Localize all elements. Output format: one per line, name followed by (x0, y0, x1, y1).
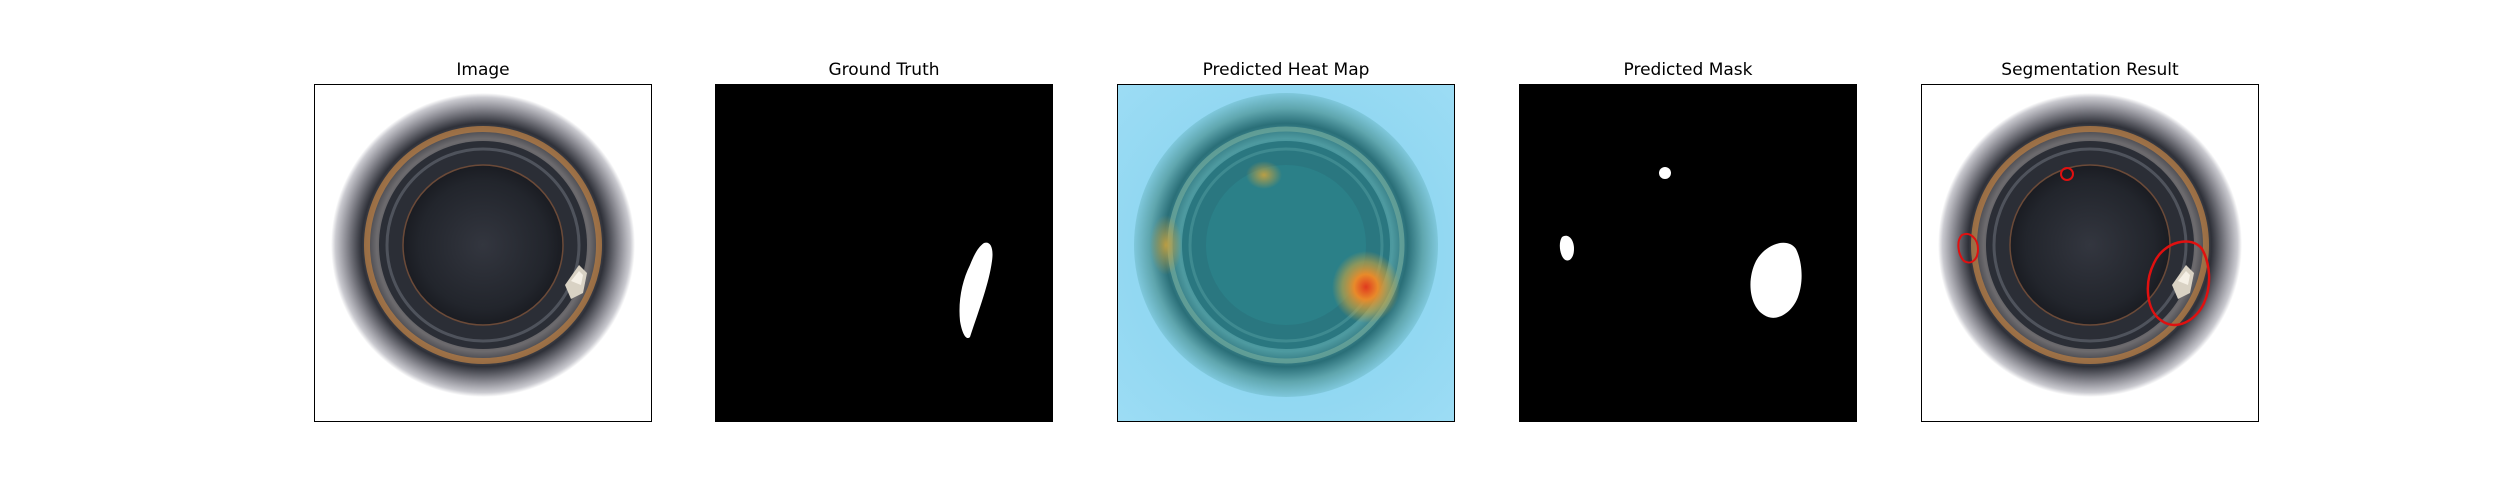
ground-truth-mask (716, 85, 1052, 421)
panel-title-image: Image (456, 60, 510, 80)
contour-main (2146, 240, 2211, 327)
ground-truth-frame (715, 84, 1053, 422)
heat-map-image (1118, 85, 1454, 421)
predicted-mask-image (1520, 85, 1856, 421)
panel-title-predicted-mask: Predicted Mask (1623, 60, 1753, 80)
segmentation-result-image (1922, 85, 2258, 421)
predicted-mask-blob-main (1750, 242, 1802, 318)
heat-map-frame (1117, 84, 1455, 422)
image-frame (314, 84, 652, 422)
predicted-mask-blob-small (1659, 167, 1671, 179)
contour-small (2060, 167, 2074, 181)
panel-title-segmentation-result: Segmentation Result (2001, 60, 2179, 80)
bottle-image (315, 85, 651, 421)
panel-title-ground-truth: Ground Truth (828, 60, 940, 80)
heat-hotspot (1332, 251, 1400, 323)
panel-title-heat-map: Predicted Heat Map (1202, 60, 1370, 80)
ground-truth-defect-region (959, 242, 993, 339)
predicted-mask-frame (1519, 84, 1857, 422)
segmentation-result-frame (1921, 84, 2259, 422)
contour-left (1957, 233, 1980, 264)
predicted-mask-blob-left (1559, 235, 1574, 261)
